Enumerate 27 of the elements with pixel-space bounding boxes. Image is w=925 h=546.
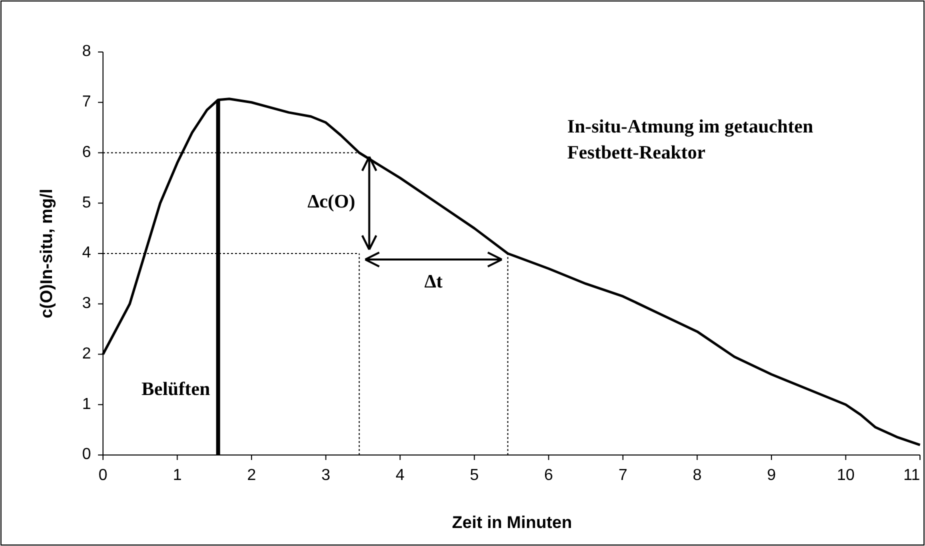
x-tick-label: 6 (544, 467, 554, 484)
x-tick-label: 2 (247, 467, 256, 484)
x-tick-label: 0 (98, 467, 108, 484)
y-tick-label: 6 (82, 144, 92, 161)
x-tick-label: 4 (396, 467, 405, 484)
x-tick-label: 5 (470, 467, 479, 484)
y-tick-label: 4 (82, 244, 92, 262)
ref-line-label: Belüften (142, 379, 211, 400)
annotation: Δc(O) (307, 191, 356, 212)
x-tick-label: 1 (172, 467, 182, 484)
x-tick-label: 3 (321, 467, 330, 484)
y-tick-label: 2 (82, 345, 92, 362)
y-tick-label: 5 (82, 194, 92, 212)
y-tick-label: 1 (82, 396, 92, 413)
y-tick-label: 3 (82, 295, 92, 312)
y-tick-label: 8 (82, 43, 92, 60)
y-tick-label: 0 (82, 446, 92, 464)
x-tick-label: 7 (618, 467, 628, 484)
x-axis-title: Zeit in Minuten (452, 513, 572, 532)
y-tick-label: 7 (82, 94, 92, 111)
annotation: In-situ-Atmung im getauchten Festbett-Reaktor (567, 116, 814, 164)
x-tick-label: 11 (903, 467, 920, 484)
y-axis-title: c(O)In-situ, mg/l (37, 188, 56, 318)
x-tick-label: 8 (692, 467, 702, 484)
x-tick-label: 9 (767, 467, 776, 484)
x-tick-label: 10 (836, 467, 855, 484)
annotation: Δt (424, 272, 444, 292)
